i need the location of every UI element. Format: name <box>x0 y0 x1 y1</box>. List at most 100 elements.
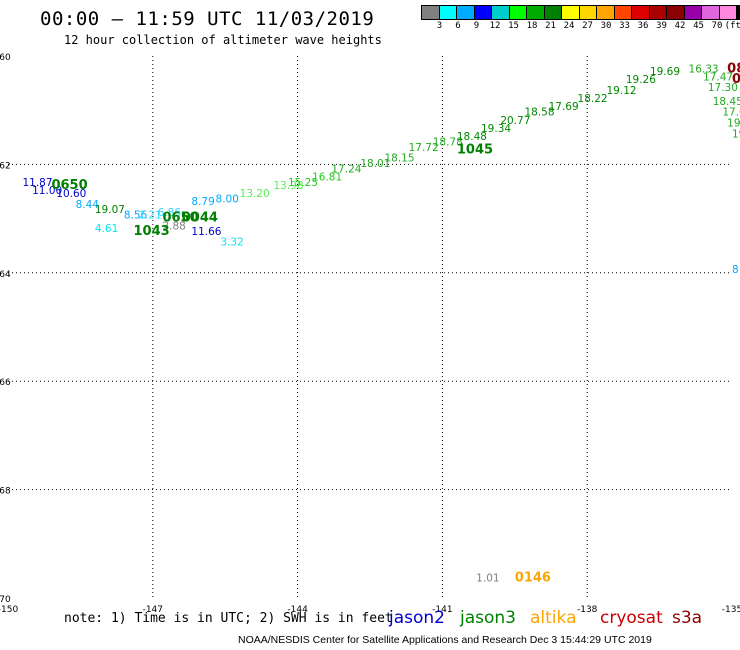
colorbar-swatch <box>492 6 510 19</box>
wave-height-label: 6.86 <box>158 207 182 219</box>
colorbar-swatch <box>702 6 720 19</box>
wave-height-label: 18.15 <box>384 153 414 165</box>
colorbar-tick-label: (ft) <box>724 21 740 31</box>
colorbar-swatch <box>509 6 527 19</box>
colorbar-swatch <box>614 6 632 19</box>
longitude-tick-label: -144 <box>287 605 308 615</box>
colorbar-swatch <box>422 6 440 19</box>
colorbar-tick-label: 42 <box>674 21 686 31</box>
colorbar-tick-label: 15 <box>508 21 519 31</box>
mission-legend-item: cryosat <box>600 608 663 628</box>
wave-height-label: 11.87 <box>22 177 52 189</box>
colorbar-swatch <box>719 6 737 19</box>
colorbar-tick-label: 33 <box>619 21 630 31</box>
colorbar-swatch <box>597 6 615 19</box>
colorbar-swatch <box>562 6 580 19</box>
wave-height-label: 16.33 <box>689 63 719 75</box>
colorbar-swatch <box>457 6 475 19</box>
colorbar-swatch <box>439 6 457 19</box>
colorbar-swatch <box>632 6 650 19</box>
wave-height-label: 4.61 <box>95 223 118 235</box>
colorbar-swatch <box>474 6 492 19</box>
wave-height-label: 17.69 <box>549 101 579 113</box>
colorbar-swatch <box>579 6 597 19</box>
mission-legend-item: jason3 <box>460 608 516 628</box>
wave-height-label: 2.21 <box>138 210 161 222</box>
wave-height-label: 10.60 <box>56 188 86 200</box>
wave-height-label: 17.47 <box>703 71 733 83</box>
wave-height-label: 13.20 <box>240 188 270 200</box>
wave-height-label: 13.98 <box>273 180 303 192</box>
map-subtitle: 12 hour collection of altimeter wave hei… <box>64 33 382 47</box>
pass-time-label: 0650 <box>51 178 87 193</box>
wave-height-label: 16.81 <box>312 172 342 184</box>
pass-time-label: 08 <box>727 61 740 76</box>
longitude-tick-label: -147 <box>143 605 163 615</box>
wave-height-label: 15.25 <box>288 177 318 189</box>
wave-height-label: 8 <box>732 264 739 276</box>
colorbar-tick-label: 45 <box>693 21 704 31</box>
wave-height-label: 18.01 <box>360 158 390 170</box>
colorbar-swatches <box>421 5 740 20</box>
colorbar-tick-label: 24 <box>563 21 575 31</box>
wave-height-label: 18.58 <box>524 107 554 119</box>
colorbar-tick-label: 70 <box>711 21 723 31</box>
colorbar-swatch <box>737 6 740 19</box>
colorbar-tick-label: 6 <box>455 21 461 31</box>
wave-height-label: 2.88 <box>162 220 185 232</box>
longitude-tick-label: -141 <box>432 605 452 615</box>
wave-height-label: 19.26 <box>626 74 656 86</box>
colorbar-swatch <box>684 6 702 19</box>
map-title: 00:00 — 11:59 UTC 11/03/2019 <box>40 8 375 30</box>
wave-height-label: 17.67 <box>722 107 740 119</box>
latitude-tick-label: -62 <box>0 161 11 171</box>
pass-time-label: 1043 <box>133 224 169 239</box>
colorbar-tick-label: 21 <box>545 21 556 31</box>
wave-height-label: 20.77 <box>500 115 530 127</box>
wave-height-label: 19.0 <box>727 117 740 129</box>
longitude-tick-label: -135 <box>722 605 740 615</box>
wave-height-label: 8.44 <box>76 199 100 211</box>
colorbar-swatch <box>527 6 545 19</box>
wave-height-label: 19.34 <box>481 123 511 135</box>
wave-height-label: 8.79 <box>191 196 214 208</box>
wave-height-label: 3.32 <box>220 237 243 249</box>
pass-time-label: 0044 <box>182 210 218 225</box>
wave-height-label: 8.00 <box>216 193 239 205</box>
wave-height-label: 8.56 <box>124 210 148 222</box>
wave-height-label: 17.24 <box>331 164 361 176</box>
wave-height-label: 17.72 <box>409 142 439 154</box>
footnote: note: 1) Time is in UTC; 2) SWH is in fe… <box>64 611 393 626</box>
mission-legend-item: jason2 <box>389 608 445 628</box>
latitude-tick-label: -60 <box>0 53 11 63</box>
wave-height-label: 11.00 <box>32 185 62 197</box>
latitude-tick-label: -68 <box>0 487 11 497</box>
latitude-tick-label: -70 <box>0 595 11 605</box>
colorbar-tick-label: 30 <box>600 21 612 31</box>
wave-height-label: 19.12 <box>607 85 637 97</box>
colorbar-tick-label: 36 <box>637 21 649 31</box>
mission-legend-item: s3a <box>672 608 703 628</box>
colorbar-tick-label: 18 <box>526 21 538 31</box>
pass-time-label: 1045 <box>457 143 493 158</box>
colorbar-swatch <box>649 6 667 19</box>
wave-height-label: 19.69 <box>650 66 680 78</box>
pass-time-label: 0650 <box>162 210 198 225</box>
wave-height-label: 18.78 <box>433 136 463 148</box>
longitude-tick-label: -138 <box>577 605 598 615</box>
wave-height-label: 18.22 <box>578 93 608 105</box>
longitude-tick-label: -150 <box>0 605 18 615</box>
wave-height-label: 19 <box>732 128 740 140</box>
wave-height-label: 11.66 <box>191 226 221 238</box>
colorbar-swatch <box>544 6 562 19</box>
mission-legend-item: altika <box>530 608 577 628</box>
wave-height-label: 18.48 <box>457 131 487 143</box>
colorbar-tick-label: 39 <box>656 21 667 31</box>
latitude-tick-label: -64 <box>0 270 11 280</box>
pass-time-label: 0146 <box>515 571 551 586</box>
colorbar-tick-label: 3 <box>436 21 443 31</box>
latitude-tick-label: -66 <box>0 378 11 388</box>
